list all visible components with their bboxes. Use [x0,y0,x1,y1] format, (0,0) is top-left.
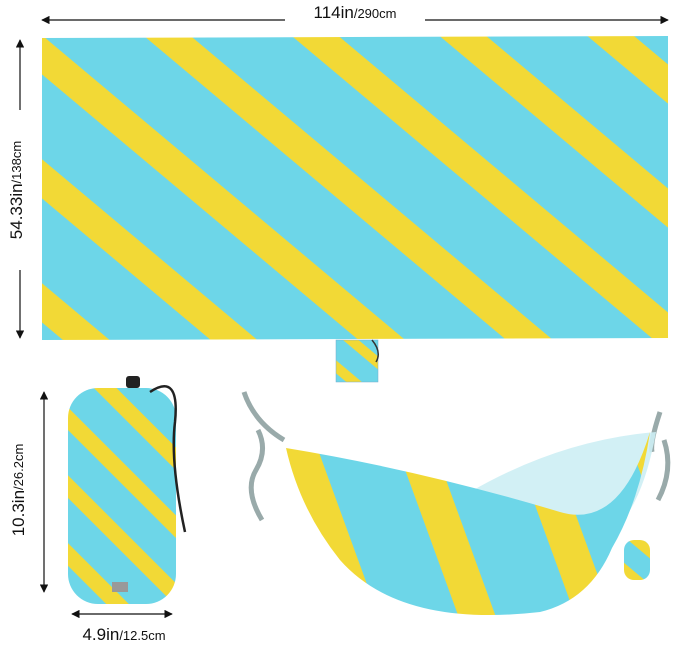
dimension-sub: /12.5cm [119,628,165,643]
sheet [42,36,668,340]
dimension-main: 54.33in [7,183,26,239]
label-bg [8,420,34,560]
bag-cord [149,385,187,533]
stuff-bag [68,388,176,604]
dimension-main: 114in [314,3,354,22]
hammock [286,432,650,616]
label-bg [285,4,425,28]
bag-tag [112,582,128,592]
cord-lock [126,376,140,388]
hammock-strap [649,411,671,502]
pouch [335,339,379,383]
dimension-label: 10.3in/26.2cm [9,444,28,537]
dimension-sub: /138cm [9,141,24,184]
dimension-sub: /290cm [354,6,397,21]
dimension-label: 4.9in/12.5cm [82,625,165,644]
pouch-cord [371,339,379,363]
label-bg [4,110,30,270]
dimension-label: 54.33in/138cm [7,141,26,239]
hammock-pouch [624,540,650,580]
hammock-strap [241,391,286,522]
dimension-main: 10.3in [9,490,28,536]
dimension-label: 114in/290cm [314,3,397,22]
dimension-sub: /26.2cm [11,444,26,490]
dimension-main: 4.9in [82,625,119,644]
